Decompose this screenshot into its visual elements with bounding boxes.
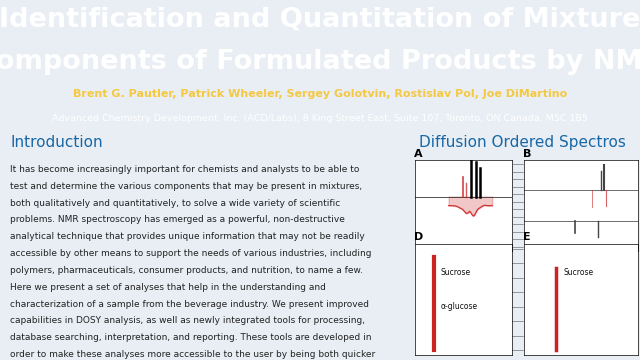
Text: D: D	[413, 232, 423, 242]
Text: It has become increasingly important for chemists and analysts to be able to: It has become increasingly important for…	[10, 165, 360, 174]
Text: Advanced Chemistry Development, Inc. (ACD/Labs), 8 King Street East, Suite 107, : Advanced Chemistry Development, Inc. (AC…	[52, 114, 588, 123]
Text: capabilities in DOSY analysis, as well as newly integrated tools for processing,: capabilities in DOSY analysis, as well a…	[10, 316, 365, 325]
Text: Here we present a set of analyses that help in the understanding and: Here we present a set of analyses that h…	[10, 283, 326, 292]
Text: Brent G. Pautler, Patrick Wheeler, Sergey Golotvin, Rostislav Pol, Joe DiMartino: Brent G. Pautler, Patrick Wheeler, Serge…	[73, 89, 567, 99]
Text: database searching, interpretation, and reporting. These tools are developed in: database searching, interpretation, and …	[10, 333, 372, 342]
Text: polymers, pharmaceuticals, consumer products, and nutrition, to name a few.: polymers, pharmaceuticals, consumer prod…	[10, 266, 363, 275]
Text: Sucrose: Sucrose	[441, 269, 471, 278]
Text: both qualitatively and quantitatively, to solve a wide variety of scientific: both qualitatively and quantitatively, t…	[10, 199, 340, 208]
Text: test and determine the various components that may be present in mixtures,: test and determine the various component…	[10, 182, 362, 191]
Text: Components of Formulated Products by NMR: Components of Formulated Products by NMR	[0, 49, 640, 75]
Text: order to make these analyses more accessible to the user by being both quicker: order to make these analyses more access…	[10, 350, 376, 359]
Text: Identification and Quantitation of Mixture: Identification and Quantitation of Mixtu…	[0, 6, 640, 32]
Text: A: A	[413, 149, 422, 159]
Text: accessible by other means to support the needs of various industries, including: accessible by other means to support the…	[10, 249, 372, 258]
Text: Introduction: Introduction	[10, 135, 103, 150]
Text: characterization of a sample from the beverage industry. We present improved: characterization of a sample from the be…	[10, 300, 369, 309]
Text: Sucrose: Sucrose	[564, 269, 594, 278]
Text: B: B	[523, 149, 531, 159]
Text: E: E	[523, 232, 531, 242]
Text: analytical technique that provides unique information that may not be readily: analytical technique that provides uniqu…	[10, 232, 365, 241]
Text: α-glucose: α-glucose	[441, 302, 478, 311]
Text: problems. NMR spectroscopy has emerged as a powerful, non-destructive: problems. NMR spectroscopy has emerged a…	[10, 215, 345, 224]
Text: Diffusion Ordered Spectros: Diffusion Ordered Spectros	[419, 135, 626, 150]
